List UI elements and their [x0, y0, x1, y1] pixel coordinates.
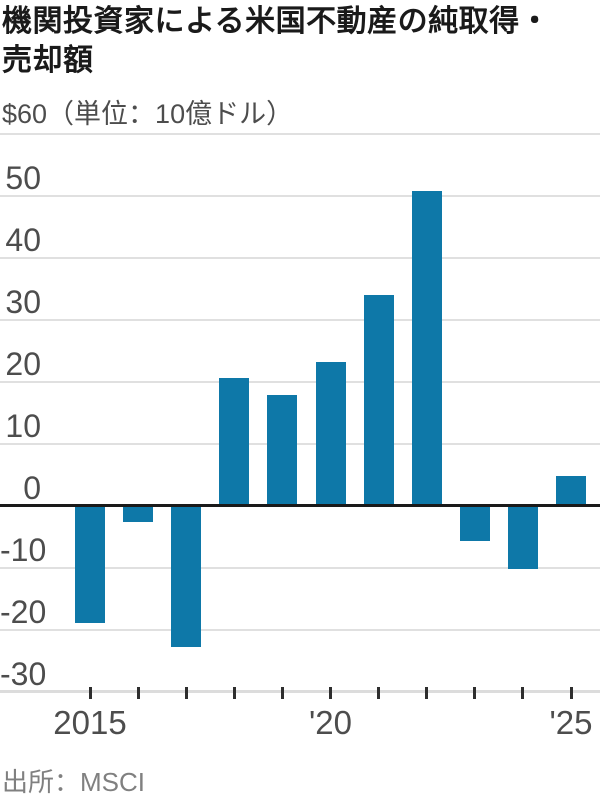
bar — [507, 505, 538, 569]
chart-title-line-2: 売却額 — [2, 44, 94, 77]
y-axis-max-unit-label: $60（単位：10億ドル） — [2, 99, 294, 129]
bar — [75, 505, 105, 624]
x-axis-baseline — [0, 690, 600, 693]
bar — [556, 476, 586, 506]
x-axis-tick — [280, 687, 284, 699]
x-axis-tick — [184, 687, 188, 699]
y-tick-label: 30 — [5, 283, 41, 320]
y-tick-label: -20 — [0, 593, 47, 630]
gridline — [0, 566, 600, 569]
x-axis-tick — [377, 687, 381, 699]
y-tick-label: 40 — [5, 221, 41, 258]
chart-title: 機関投資家による米国不動産の純取得・ 売却額 — [2, 2, 598, 80]
x-axis-tick — [136, 687, 140, 699]
x-axis-tick — [232, 687, 236, 699]
x-tick-label: '25 — [549, 704, 593, 741]
gridline — [0, 442, 600, 445]
bar — [411, 190, 442, 506]
x-axis-tick — [88, 687, 92, 699]
x-tick-label: '20 — [308, 704, 352, 741]
x-axis-tick — [473, 687, 477, 699]
gridline — [0, 194, 600, 197]
zero-gridline — [0, 504, 600, 507]
x-axis-tick — [329, 687, 332, 699]
y-tick-label: 0 — [23, 469, 41, 506]
x-tick-label: 2015 — [53, 704, 127, 741]
gridline — [0, 318, 600, 321]
bar — [219, 378, 250, 506]
gridline — [0, 132, 600, 135]
x-axis-tick — [569, 687, 573, 699]
bar — [267, 395, 298, 506]
bar — [315, 361, 346, 506]
chart-title-line-1: 機関投資家による米国不動産の純取得・ — [2, 5, 551, 38]
bar — [459, 505, 490, 542]
y-tick-label: -10 — [0, 531, 47, 568]
y-tick-label: 10 — [5, 407, 41, 444]
gridline — [0, 628, 600, 631]
gridline — [0, 380, 600, 383]
bar — [123, 505, 154, 523]
y-tick-label: 20 — [5, 345, 41, 382]
x-axis-tick — [521, 687, 525, 699]
y-tick-label: 50 — [5, 159, 41, 196]
y-tick-label: -30 — [0, 655, 47, 692]
bar — [363, 295, 394, 506]
gridline — [0, 256, 600, 259]
source-note: 出所：MSCI — [2, 767, 146, 797]
bar — [171, 505, 202, 647]
x-axis-tick — [425, 687, 429, 699]
